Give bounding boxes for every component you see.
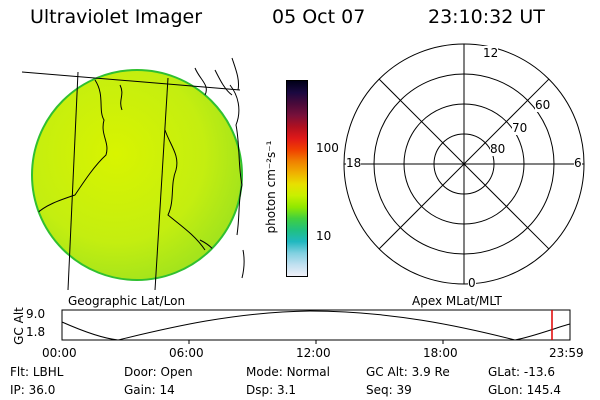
orbit-ytick-bottom: 1.8 [26, 325, 46, 339]
polar-diagonal-2 [378, 78, 550, 250]
mlt-label-left: 18 [346, 156, 362, 170]
colorbar [286, 80, 308, 277]
mlt-label-right: 6 [574, 156, 582, 170]
mlat-label-60: 60 [535, 98, 551, 112]
polar-plot-label: Apex MLat/MLT [412, 294, 502, 308]
orbit-xtick-0: 00:00 [42, 346, 77, 360]
status-mode: Mode: Normal [246, 365, 330, 379]
status-seq: Seq: 39 [366, 383, 412, 397]
mlat-label-80: 80 [490, 142, 506, 156]
orbit-xtick-1: 06:00 [169, 346, 204, 360]
status-glon: GLon: 145.4 [488, 383, 561, 397]
coastline-outside [194, 57, 245, 279]
coastline-east [164, 129, 206, 251]
earth-disk [31, 69, 243, 281]
status-dsp: Dsp: 3.1 [246, 383, 297, 397]
colorbar-tick-10: 10 [316, 229, 332, 243]
status-ip: IP: 36.0 [10, 383, 56, 397]
mlat-label-70: 70 [512, 121, 528, 135]
status-door: Door: Open [124, 365, 193, 379]
grid-line-top [21, 71, 241, 91]
date-label: 05 Oct 07 [272, 6, 366, 28]
status-flt: Flt: LBHL [10, 365, 64, 379]
geographic-map-label: Geographic Lat/Lon [68, 294, 186, 308]
status-glat: GLat: -13.6 [488, 365, 555, 379]
orbit-altitude-curve [61, 310, 571, 341]
orbit-xtick-2: 12:00 [296, 346, 331, 360]
orbit-ytick-top: 9.0 [26, 307, 46, 321]
colorbar-tick-100: 100 [316, 141, 339, 155]
orbit-xtick-3: 18:00 [423, 346, 458, 360]
mlt-label-bottom: 0 [468, 276, 476, 290]
time-label: 23:10:32 UT [428, 6, 545, 28]
meridian-left [67, 71, 79, 291]
mlt-label-top: 12 [483, 46, 499, 60]
app-title: Ultraviolet Imager [30, 6, 203, 28]
status-gain: Gain: 14 [124, 383, 175, 397]
meridian-right [154, 77, 169, 291]
orbit-xtick-4: 23:59 [549, 346, 584, 360]
coastline [34, 79, 123, 216]
status-gc-alt: GC Alt: 3.9 Re [366, 365, 450, 379]
